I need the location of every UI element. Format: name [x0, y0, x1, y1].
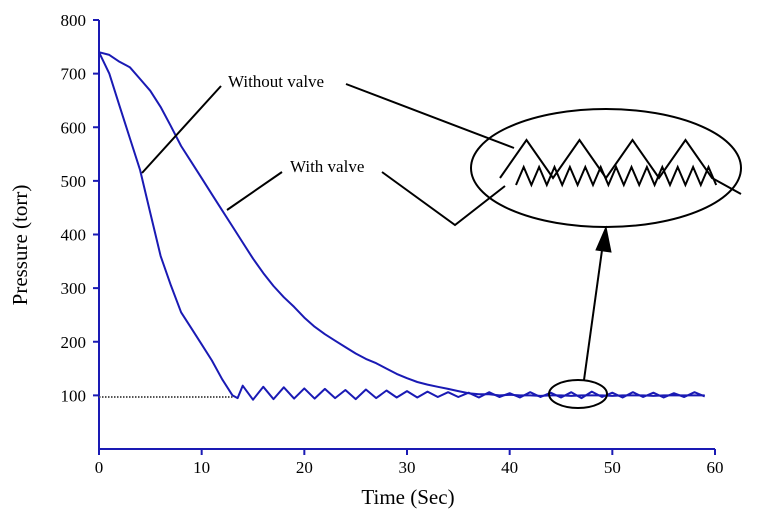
- y-tick-label: 800: [61, 11, 87, 30]
- x-tick-label: 50: [604, 458, 621, 477]
- y-tick-label: 200: [61, 333, 87, 352]
- y-tick-label: 100: [61, 386, 87, 405]
- y-tick-label: 400: [61, 226, 87, 245]
- y-tick-label: 300: [61, 279, 87, 298]
- zoom-arrow-shaft: [583, 242, 604, 381]
- annotation-without-valve: Without valve: [228, 72, 324, 91]
- x-tick-label: 30: [399, 458, 416, 477]
- leader-with-valve-zoom: [381, 171, 506, 227]
- source-ellipse: [548, 379, 608, 409]
- series-layer: [98, 51, 706, 401]
- y-tick-label: 500: [61, 172, 87, 191]
- x-tick-label: 20: [296, 458, 313, 477]
- y-tick-label: 700: [61, 65, 87, 84]
- zoom-inset-with-valve: [515, 164, 718, 188]
- series-line-without-valve: [98, 51, 706, 401]
- zoom-arrow-head: [595, 225, 612, 253]
- x-tick-label: 0: [95, 458, 104, 477]
- leader-without-valve-zoom: [345, 83, 515, 149]
- axes: 0 10 20 30 40 50 60 100 200 300 400 500 600 700 800: [61, 11, 724, 477]
- series-line-with-valve: [98, 51, 705, 397]
- x-tick-label: 10: [193, 458, 210, 477]
- annotation-layer: Without valve With valve: [141, 72, 742, 409]
- x-axis-title: Time (Sec): [361, 485, 454, 509]
- zoom-ellipse: [470, 108, 742, 228]
- annotation-with-valve: With valve: [290, 157, 364, 176]
- y-tick-label: 600: [61, 118, 87, 137]
- y-axis-title: Pressure (torr): [8, 185, 32, 306]
- leader-with-valve: [226, 171, 283, 211]
- x-tick-label: 60: [707, 458, 724, 477]
- leader-without-valve: [141, 85, 222, 174]
- zoom-inset-without-valve: [499, 138, 742, 195]
- x-tick-label: 40: [501, 458, 518, 477]
